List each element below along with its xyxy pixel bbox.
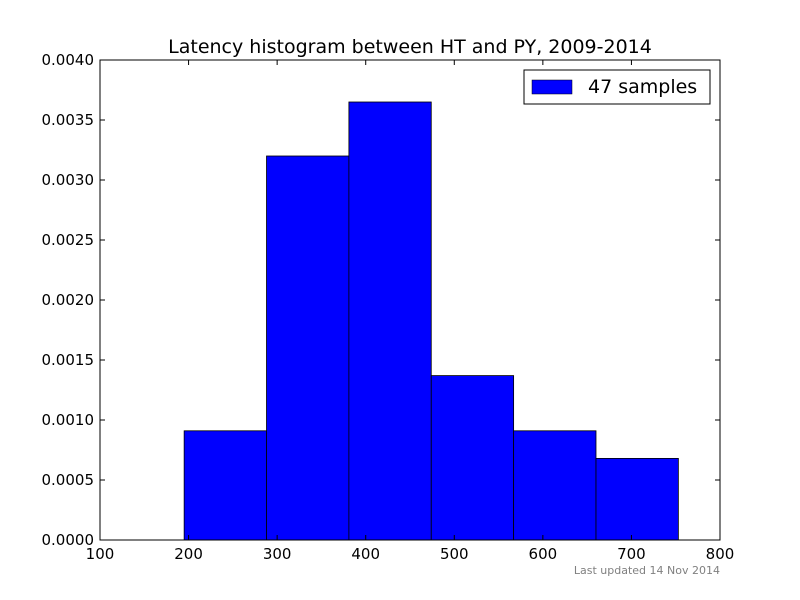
x-tick-label: 300 [263, 545, 292, 563]
y-axis: 0.0000 0.0005 0.0010 0.0015 0.0020 0.0025 0.00… [42, 51, 720, 549]
legend-label: 47 samples [588, 76, 697, 98]
x-tick-label: 100 [86, 545, 115, 563]
histogram-bar-3 [348, 101, 432, 541]
x-axis: 100 200 300 400 500 600 700 800 [86, 60, 735, 563]
histogram-bar-5 [513, 430, 597, 541]
chart-title: Latency histogram between HT and PY, 200… [168, 36, 652, 58]
x-tick-label: 400 [351, 545, 380, 563]
y-tick-label: 0.0040 [42, 51, 95, 69]
legend: 47 samples [523, 69, 711, 105]
x-tick-label: 500 [440, 545, 469, 563]
histogram-bar-1 [183, 430, 267, 541]
x-tick-label: 800 [706, 545, 735, 563]
y-tick-label: 0.0010 [42, 411, 95, 429]
y-tick-label: 0.0005 [42, 471, 95, 489]
y-tick-label: 0.0020 [42, 291, 95, 309]
x-tick-label: 700 [617, 545, 646, 563]
histogram-bar-6 [595, 457, 679, 541]
histogram-bar-2 [266, 155, 350, 541]
footnote: Last updated 14 Nov 2014 [574, 564, 720, 577]
x-tick-label: 600 [529, 545, 558, 563]
bars-group [183, 101, 679, 541]
x-tick-label: 200 [174, 545, 203, 563]
y-tick-label: 0.0000 [42, 531, 95, 549]
y-tick-label: 0.0015 [42, 351, 95, 369]
histogram-bar-4 [430, 375, 515, 541]
y-tick-label: 0.0035 [42, 111, 95, 129]
legend-swatch [531, 79, 573, 95]
y-tick-label: 0.0025 [42, 231, 95, 249]
y-tick-label: 0.0030 [42, 171, 95, 189]
